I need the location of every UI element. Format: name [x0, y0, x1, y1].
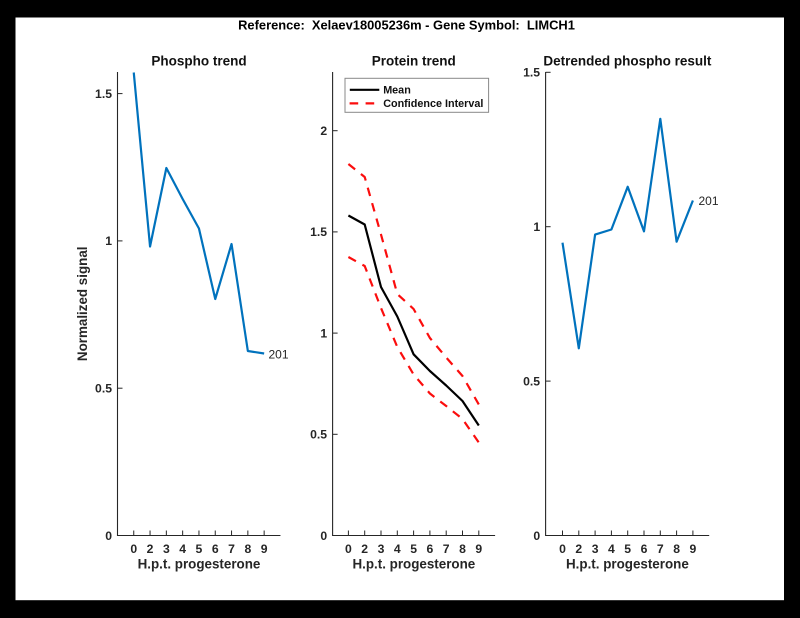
svg-text:201: 201: [699, 194, 719, 208]
svg-text:1.5: 1.5: [310, 225, 327, 239]
svg-text:2: 2: [320, 124, 327, 138]
svg-text:H.p.t. progesterone: H.p.t. progesterone: [352, 557, 475, 572]
svg-text:3: 3: [592, 542, 599, 556]
svg-text:7: 7: [228, 542, 235, 556]
svg-text:1.5: 1.5: [523, 66, 540, 80]
svg-text:6: 6: [212, 542, 219, 556]
svg-text:0: 0: [130, 542, 137, 556]
svg-text:9: 9: [475, 542, 482, 556]
svg-text:1: 1: [105, 234, 112, 248]
svg-text:2: 2: [147, 542, 154, 556]
svg-text:Confidence Interval: Confidence Interval: [383, 98, 483, 110]
svg-text:0: 0: [559, 542, 566, 556]
svg-text:8: 8: [459, 542, 466, 556]
svg-text:Phospho trend: Phospho trend: [151, 53, 246, 68]
svg-text:Normalized signal: Normalized signal: [75, 247, 90, 362]
svg-text:H.p.t. progesterone: H.p.t. progesterone: [566, 557, 689, 572]
svg-text:0: 0: [533, 529, 540, 543]
svg-text:5: 5: [196, 542, 203, 556]
svg-text:8: 8: [244, 542, 251, 556]
svg-text:1: 1: [320, 326, 327, 340]
svg-text:201: 201: [269, 348, 289, 362]
svg-text:0: 0: [320, 529, 327, 543]
svg-text:2: 2: [575, 542, 582, 556]
svg-text:4: 4: [394, 542, 401, 556]
svg-text:0.5: 0.5: [310, 428, 327, 442]
svg-text:3: 3: [378, 542, 385, 556]
svg-text:6: 6: [427, 542, 434, 556]
svg-text:2: 2: [361, 542, 368, 556]
svg-text:0: 0: [105, 529, 112, 543]
svg-text:5: 5: [410, 542, 417, 556]
svg-text:Protein trend: Protein trend: [372, 53, 456, 68]
svg-text:7: 7: [657, 542, 664, 556]
svg-text:0: 0: [345, 542, 352, 556]
svg-text:8: 8: [673, 542, 680, 556]
svg-text:Reference: Xelaev18005236m -: Reference: Xelaev18005236m - Gene Symbol…: [238, 18, 575, 33]
svg-text:6: 6: [641, 542, 648, 556]
svg-text:0.5: 0.5: [523, 374, 540, 388]
svg-text:H.p.t. progesterone: H.p.t. progesterone: [138, 557, 261, 572]
svg-text:4: 4: [179, 542, 186, 556]
svg-text:7: 7: [443, 542, 450, 556]
svg-text:5: 5: [624, 542, 631, 556]
svg-text:9: 9: [261, 542, 268, 556]
svg-text:Mean: Mean: [383, 85, 411, 97]
svg-text:3: 3: [163, 542, 170, 556]
svg-text:1: 1: [533, 220, 540, 234]
svg-text:Detrended phospho result: Detrended phospho result: [543, 53, 712, 68]
svg-text:0.5: 0.5: [95, 382, 112, 396]
svg-text:4: 4: [608, 542, 615, 556]
svg-text:9: 9: [690, 542, 697, 556]
svg-text:1.5: 1.5: [95, 87, 112, 101]
